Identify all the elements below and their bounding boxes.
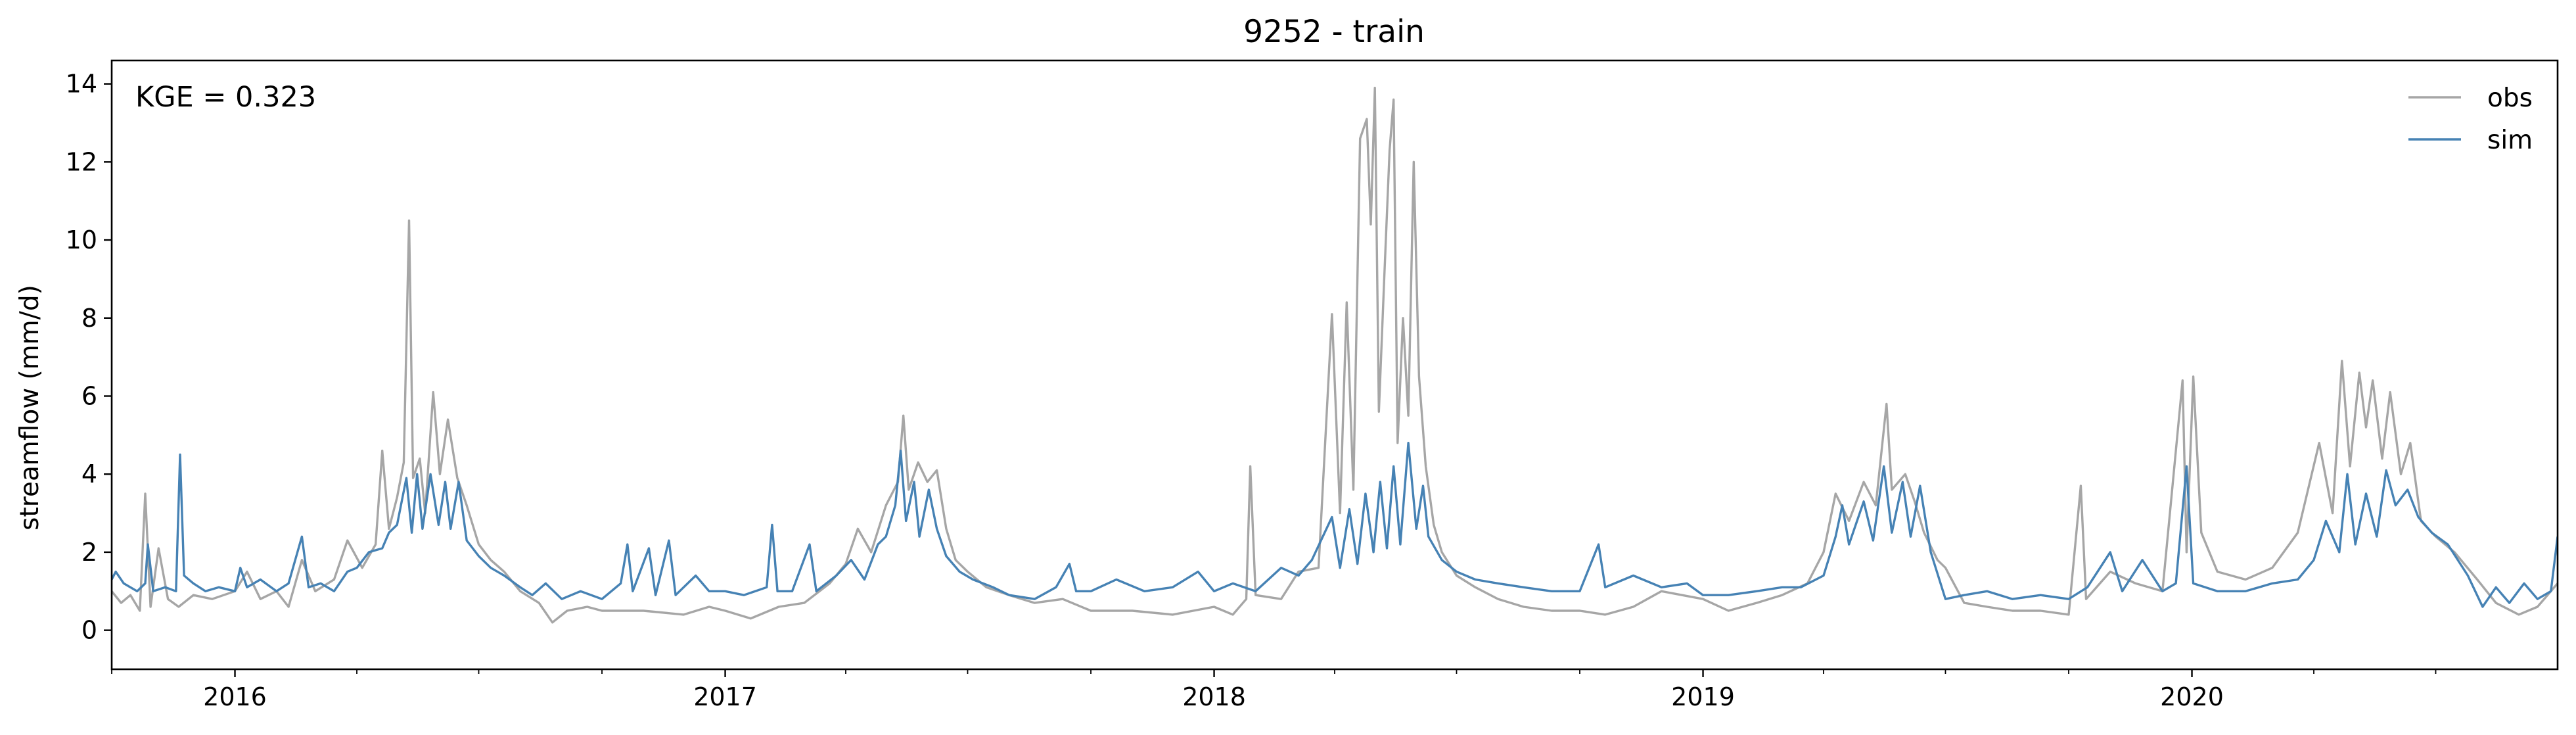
y-axis: 0 2 4 6 8 10 12 14	[66, 70, 112, 645]
y-tick-label: 0	[81, 616, 97, 645]
legend-label-sim: sim	[2487, 126, 2533, 155]
x-axis: 2016 2017 2018 2019 2020	[111, 669, 2437, 711]
y-axis-label: streamflow (mm/d)	[15, 285, 45, 531]
y-tick-label: 2	[81, 538, 97, 567]
x-tick-label: 2017	[693, 682, 757, 711]
x-tick-label: 2018	[1182, 682, 1246, 711]
kge-annotation: KGE = 0.323	[135, 81, 316, 114]
y-tick-label: 8	[81, 304, 97, 333]
series-layer	[112, 86, 2558, 624]
x-tick-label: 2019	[1671, 682, 1735, 711]
legend-label-obs: obs	[2487, 83, 2533, 113]
x-tick-label: 2016	[203, 682, 267, 711]
legend: obs sim	[2408, 83, 2533, 155]
y-tick-label: 4	[81, 460, 97, 488]
x-tick-label: 2020	[2160, 682, 2224, 711]
y-tick-label: 6	[81, 381, 97, 410]
y-tick-label: 12	[66, 147, 97, 176]
y-tick-label: 10	[66, 225, 97, 254]
y-tick-label: 14	[66, 70, 97, 99]
chart-title: 9252 - train	[1243, 14, 1425, 50]
series-line-sim	[112, 442, 2558, 608]
